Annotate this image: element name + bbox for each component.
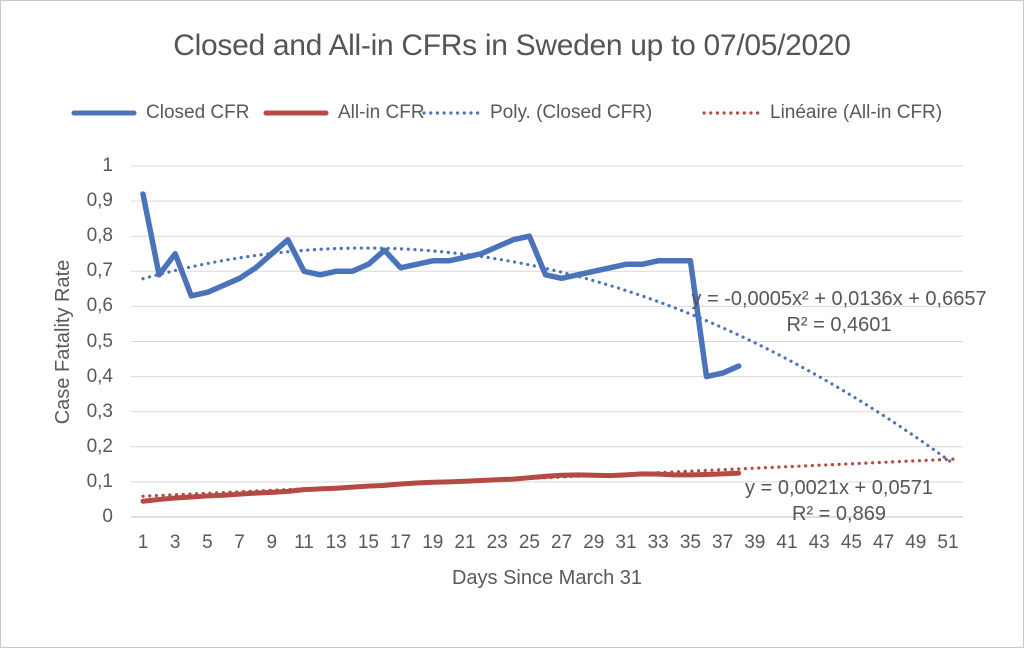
y-tick-label: 1 bbox=[102, 155, 113, 176]
linear-trendline-equation: y = 0,0021x + 0,0571 R² = 0,869 bbox=[679, 475, 999, 527]
y-tick-label: 0,3 bbox=[86, 400, 113, 422]
legend-dotted-line-icon bbox=[422, 111, 480, 115]
x-tick-label: 41 bbox=[776, 532, 798, 553]
y-tick-label: 0,4 bbox=[86, 365, 113, 387]
x-tick-label: 7 bbox=[234, 532, 245, 553]
y-tick-label: 0,9 bbox=[86, 190, 113, 212]
x-tick-label: 11 bbox=[294, 532, 314, 553]
legend-solid-line-icon bbox=[263, 110, 329, 116]
x-tick-label: 47 bbox=[873, 532, 895, 553]
r-squared-text: R² = 0,869 bbox=[792, 503, 886, 525]
x-tick-label: 29 bbox=[583, 532, 605, 553]
legend-solid-line-icon bbox=[71, 110, 137, 116]
y-tick-label: 0,5 bbox=[86, 330, 113, 352]
x-tick-label: 27 bbox=[551, 532, 573, 553]
x-tick-label: 17 bbox=[390, 532, 412, 553]
x-tick-label: 1 bbox=[137, 532, 149, 553]
x-tick-label: 5 bbox=[202, 532, 213, 553]
y-tick-label: 0,8 bbox=[86, 225, 113, 247]
legend-label: All-in CFR bbox=[338, 102, 425, 123]
legend-item-lin-aire-all-in-cfr: Linéaire (All-in CFR) bbox=[701, 102, 942, 124]
legend-label: Poly. (Closed CFR) bbox=[490, 102, 653, 123]
y-tick-label: 0,6 bbox=[86, 295, 113, 317]
trendline-poly-closed-cfr bbox=[141, 246, 957, 467]
legend-item-all-in-cfr: All-in CFR bbox=[263, 102, 425, 124]
equation-text: y = -0,0005x² + 0,0136x + 0,6657 bbox=[691, 288, 987, 310]
legend-dotted-line-icon bbox=[702, 111, 760, 115]
trendline-lin-aire-all-in-cfr bbox=[141, 457, 957, 498]
y-tick-label: 0 bbox=[102, 506, 113, 527]
x-tick-label: 31 bbox=[615, 532, 637, 553]
legend-label: Closed CFR bbox=[146, 102, 250, 123]
x-tick-label: 3 bbox=[169, 532, 181, 553]
chart-title: Closed and All-in CFRs in Sweden up to 0… bbox=[173, 29, 851, 62]
series-line-closed-cfr bbox=[140, 191, 742, 380]
x-tick-label: 15 bbox=[357, 532, 379, 553]
x-tick-label: 21 bbox=[454, 532, 476, 553]
legend-item-closed-cfr: Closed CFR bbox=[71, 102, 249, 124]
x-tick-label: 49 bbox=[905, 532, 927, 553]
legend-item-poly-closed-cfr: Poly. (Closed CFR) bbox=[421, 102, 652, 124]
y-tick-label: 0,2 bbox=[86, 435, 113, 457]
x-tick-label: 37 bbox=[712, 532, 734, 553]
y-tick-label: 0,1 bbox=[86, 470, 113, 492]
x-tick-label: 45 bbox=[840, 532, 862, 553]
x-axis-title: Days Since March 31 bbox=[451, 567, 643, 589]
y-tick-label: 0,7 bbox=[86, 260, 113, 282]
series-line-all-in-cfr bbox=[140, 470, 742, 504]
poly-trendline-equation: y = -0,0005x² + 0,0136x + 0,6657 R² = 0,… bbox=[679, 286, 999, 338]
x-tick-label: 33 bbox=[647, 532, 669, 553]
x-tick-label: 23 bbox=[486, 532, 508, 553]
x-tick-label: 13 bbox=[325, 532, 347, 553]
x-tick-label: 39 bbox=[744, 532, 766, 553]
x-tick-label: 19 bbox=[422, 532, 444, 553]
equation-text: y = 0,0021x + 0,0571 bbox=[745, 477, 933, 499]
x-tick-label: 43 bbox=[808, 532, 830, 553]
x-tick-label: 9 bbox=[266, 532, 278, 553]
legend-label: Linéaire (All-in CFR) bbox=[770, 102, 943, 123]
r-squared-text: R² = 0,4601 bbox=[786, 314, 892, 336]
x-tick-label: 25 bbox=[518, 532, 540, 553]
x-tick-label: 51 bbox=[937, 532, 959, 553]
x-tick-label: 35 bbox=[679, 532, 701, 553]
